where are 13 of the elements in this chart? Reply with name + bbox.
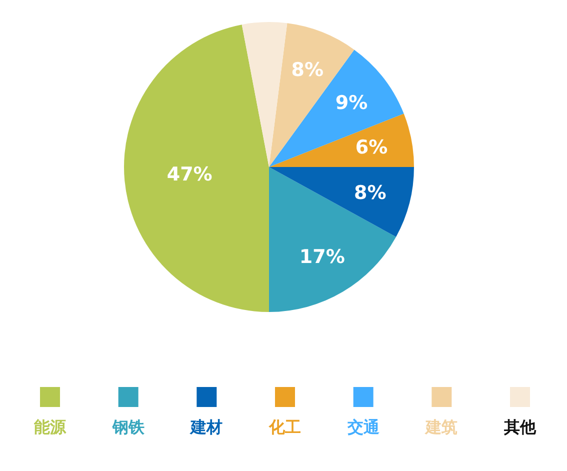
- legend-label: 能源: [34, 418, 67, 436]
- data-label: 17%: [299, 246, 345, 268]
- data-label: 47%: [166, 164, 212, 186]
- data-label: 9%: [335, 92, 368, 114]
- legend-label: 化工: [268, 418, 301, 436]
- legend-label: 建材: [188, 418, 223, 436]
- data-label: 6%: [355, 136, 388, 158]
- legend-label: 其他: [503, 418, 537, 436]
- legend-label: 建筑: [424, 418, 458, 436]
- data-label: 8%: [354, 182, 386, 204]
- data-label: 8%: [291, 58, 324, 81]
- legend-label: 钢铁: [111, 418, 146, 436]
- legend-label: 交通: [346, 418, 380, 436]
